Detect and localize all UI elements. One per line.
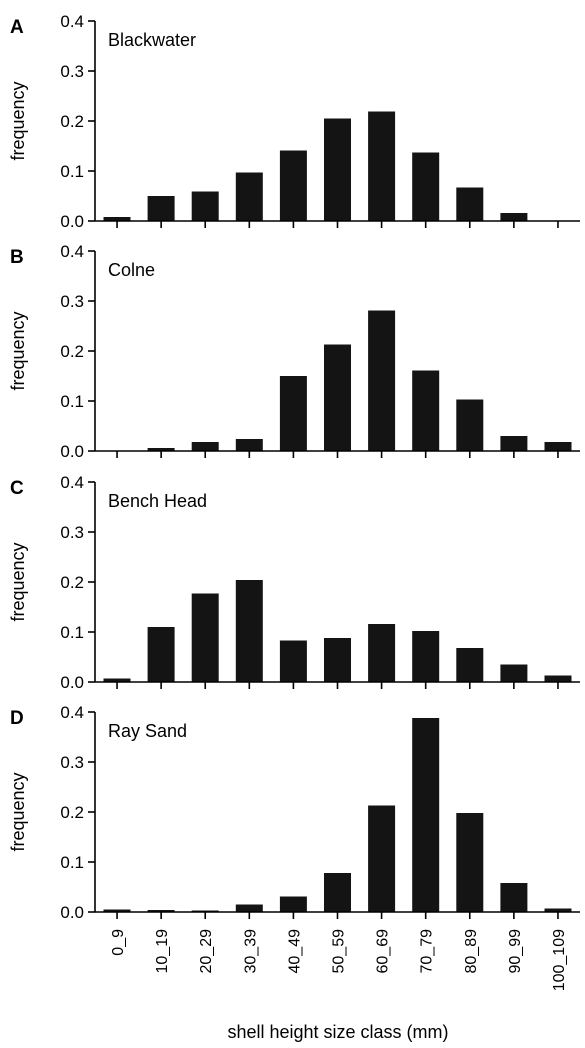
bar-60_69 (368, 805, 396, 912)
bar-20_29 (191, 191, 219, 221)
chart-panel-a: 0.0 0.1 0.2 0.3 0.4 frequency A Blackwater (8, 12, 580, 231)
x-tick-label: 100_109 (551, 929, 568, 991)
panel-letter: A (10, 17, 24, 38)
x-tick-label: 90_99 (507, 929, 524, 974)
y-axis-title: frequency (8, 311, 28, 390)
bar-10_19 (147, 196, 175, 221)
y-tick-label: 0.0 (60, 903, 84, 922)
y-tick-label: 0.3 (60, 292, 84, 311)
y-axis-title: frequency (8, 542, 28, 621)
bar-40_49 (279, 640, 307, 682)
y-tick-label: 0.1 (60, 623, 84, 642)
x-category-labels: 0_9 10_19 20_29 30_39 40_49 50_59 60_69 70_79 80… (110, 929, 568, 991)
bar-90_99 (500, 664, 528, 682)
bar-80_89 (456, 187, 484, 221)
bar-70_79 (412, 718, 440, 912)
bar-100_109 (544, 442, 572, 451)
x-tick-label: 20_29 (198, 929, 215, 974)
bar-60_69 (368, 624, 396, 682)
bar-10_19 (147, 910, 175, 912)
bar-90_99 (500, 436, 528, 451)
bar-80_89 (456, 813, 484, 912)
panel-site-name: Blackwater (108, 30, 196, 50)
chart-panels: 0.00.10.20.30.4frequencyABlackwater0.00.… (8, 12, 580, 922)
bar-0_9 (103, 217, 131, 221)
y-tick-label: 0.1 (60, 853, 84, 872)
y-tick-label: 0.2 (60, 573, 84, 592)
bar-50_59 (324, 118, 351, 221)
x-tick-label: 40_49 (286, 929, 303, 974)
bar-50_59 (324, 873, 351, 912)
x-tick-label: 10_19 (154, 929, 171, 974)
bar-70_79 (412, 631, 440, 682)
bar-30_39 (235, 580, 263, 682)
panel-letter: D (10, 708, 24, 729)
x-tick-label: 60_69 (375, 929, 392, 974)
y-tick-label: 0.4 (60, 703, 84, 722)
bar-80_89 (456, 648, 484, 682)
y-tick-label: 0.4 (60, 473, 84, 492)
y-tick-label: 0.0 (60, 673, 84, 692)
bar-0_9 (103, 909, 131, 912)
chart-panel-b: 0.0 0.1 0.2 0.3 0.4 frequency B Colne (8, 242, 580, 461)
x-tick-label: 30_39 (242, 929, 259, 974)
bar-20_29 (191, 442, 219, 451)
bar-30_39 (235, 172, 263, 221)
y-tick-label: 0.0 (60, 212, 84, 231)
chart-panel-c: 0.0 0.1 0.2 0.3 0.4 frequency C Bench Head (8, 473, 580, 692)
panel-site-name: Colne (108, 260, 155, 280)
bar-30_39 (235, 904, 263, 912)
y-tick-label: 0.1 (60, 392, 84, 411)
bar-40_49 (279, 376, 307, 451)
bar-50_59 (324, 638, 351, 682)
y-axis-title: frequency (8, 81, 28, 160)
bar-100_109 (544, 908, 572, 912)
bar-30_39 (235, 439, 263, 451)
bar-80_89 (456, 399, 484, 451)
bar-100_109 (544, 675, 572, 682)
bar-70_79 (412, 370, 440, 451)
x-axis-title: shell height size class (mm) (227, 1022, 448, 1042)
bar-40_49 (279, 150, 307, 221)
bar-10_19 (147, 448, 175, 451)
y-axis-title: frequency (8, 772, 28, 851)
x-tick-label: 0_9 (110, 929, 127, 956)
panel-letter: C (10, 478, 24, 499)
y-tick-label: 0.1 (60, 162, 84, 181)
y-tick-label: 0.3 (60, 523, 84, 542)
bar-40_49 (279, 896, 307, 912)
panel-site-name: Ray Sand (108, 721, 187, 741)
x-tick-label: 50_59 (331, 929, 348, 974)
chart-panel-d: 0.0 0.1 0.2 0.3 0.4 frequency D Ray Sand (8, 703, 580, 922)
bar-0_9 (103, 678, 131, 682)
y-tick-label: 0.3 (60, 753, 84, 772)
y-tick-label: 0.4 (60, 242, 84, 261)
x-tick-label: 70_79 (419, 929, 436, 974)
bar-50_59 (324, 344, 351, 451)
y-tick-label: 0.2 (60, 342, 84, 361)
panel-letter: B (10, 247, 24, 268)
bar-10_19 (147, 627, 175, 682)
bar-60_69 (368, 111, 396, 221)
bar-70_79 (412, 152, 440, 221)
bar-90_99 (500, 213, 528, 221)
y-tick-label: 0.3 (60, 62, 84, 81)
y-tick-label: 0.2 (60, 112, 84, 131)
bar-20_29 (191, 593, 219, 682)
panel-site-name: Bench Head (108, 491, 207, 511)
bar-60_69 (368, 310, 396, 451)
bar-90_99 (500, 883, 528, 912)
x-tick-label: 80_89 (463, 929, 480, 974)
y-tick-label: 0.4 (60, 12, 84, 31)
y-tick-label: 0.0 (60, 442, 84, 461)
y-tick-label: 0.2 (60, 803, 84, 822)
